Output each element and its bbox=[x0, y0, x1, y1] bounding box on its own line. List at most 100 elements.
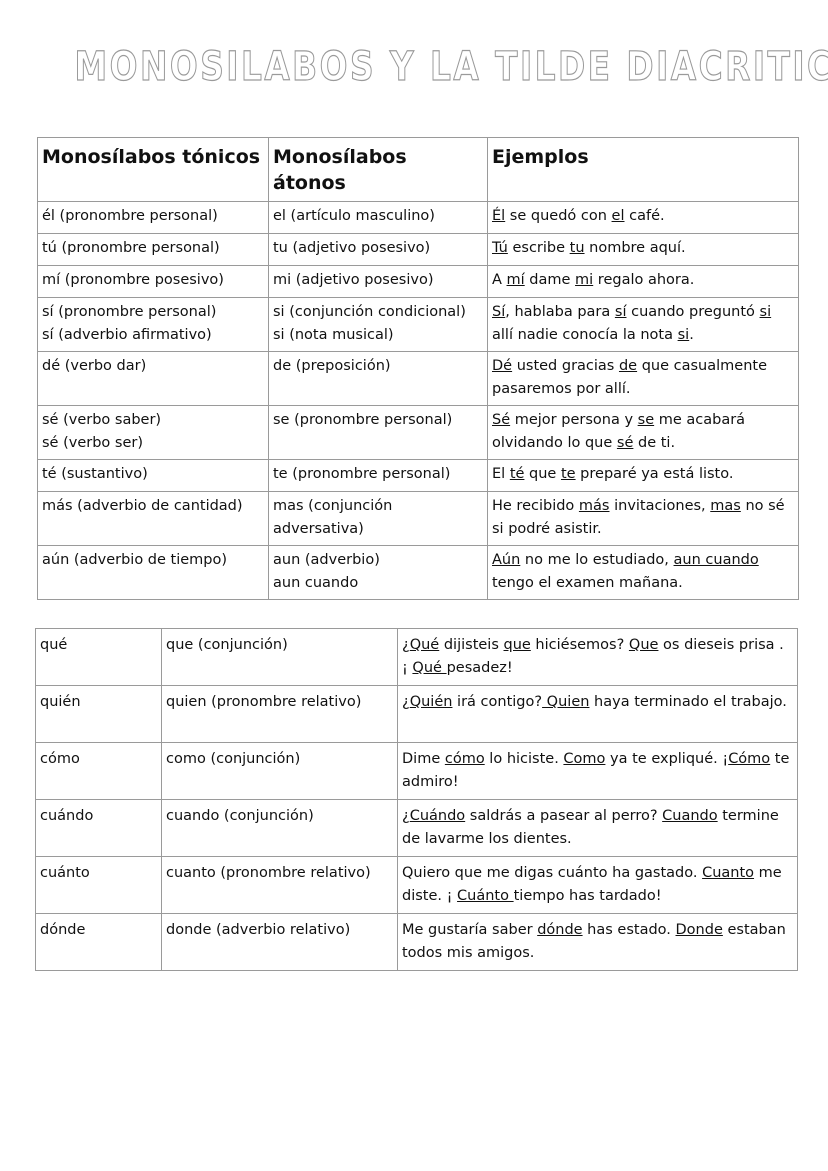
underlined-word: cómo bbox=[444, 751, 485, 767]
example-text: cuando preguntó bbox=[626, 304, 760, 320]
example-text: que bbox=[524, 466, 561, 482]
cell-atono: como (conjunción) bbox=[161, 742, 398, 800]
header-atonos: Monosílabos átonos bbox=[268, 137, 488, 202]
cell-atono: el (artículo masculino) bbox=[268, 201, 488, 234]
underlined-word: Cuánto bbox=[457, 888, 514, 904]
cell-line: aun (adverbio) bbox=[273, 552, 380, 568]
cell-tonico: más (adverbio de cantidad) bbox=[37, 491, 269, 546]
table-row: dónde donde (adverbio relativo) Me gustarí… bbox=[35, 913, 798, 971]
cell-line: quien (pronombre relativo) bbox=[166, 694, 362, 710]
example-text: dame bbox=[524, 272, 576, 288]
table-row: aún (adverbio de tiempo) aun (adverbio) au… bbox=[37, 545, 799, 600]
cell-atono: que (conjunción) bbox=[161, 628, 398, 686]
cell-tonico: aún (adverbio de tiempo) bbox=[37, 545, 269, 600]
underlined-word: si bbox=[677, 327, 690, 343]
underlined-word: Como bbox=[563, 751, 606, 767]
cell-line: mas (conjunción adversativa) bbox=[273, 498, 393, 537]
example-text: se quedó con bbox=[505, 208, 612, 224]
table-row: tú (pronombre personal) tu (adjetivo pose… bbox=[37, 233, 799, 266]
example-text: regalo ahora. bbox=[593, 272, 695, 288]
cell-atono: cuando (conjunción) bbox=[161, 799, 398, 857]
cell-atono: donde (adverbio relativo) bbox=[161, 913, 398, 971]
cell-line: como (conjunción) bbox=[166, 751, 301, 767]
cell-ejemplo: Él se quedó con el café. bbox=[487, 201, 799, 234]
underlined-word: Cuándo bbox=[409, 808, 466, 824]
cell-tonico: cuánto bbox=[35, 856, 162, 914]
cell-ejemplo: Sé mejor persona y se me acabará olvidan… bbox=[487, 405, 799, 460]
cell-ejemplo: ¿Qué dijisteis que hiciésemos? Que os di… bbox=[397, 628, 798, 686]
cell-atono: mas (conjunción adversativa) bbox=[268, 491, 488, 546]
underlined-word: aun cuando bbox=[673, 552, 759, 568]
example-text: has estado. bbox=[582, 922, 676, 938]
underlined-word: Cuando bbox=[662, 808, 718, 824]
cell-tonico: cómo bbox=[35, 742, 162, 800]
underlined-word: Aún bbox=[492, 552, 521, 568]
table-row: sí (pronombre personal) sí (adverbio afir… bbox=[37, 297, 799, 352]
cell-line: se (pronombre personal) bbox=[273, 412, 453, 428]
cell-line: si (conjunción condicional) bbox=[273, 304, 466, 320]
example-text: que casualmente pasaremos por allí. bbox=[492, 358, 777, 397]
cell-line: te (pronombre personal) bbox=[273, 466, 451, 482]
cell-line: que (conjunción) bbox=[166, 637, 288, 653]
table-row: quién quien (pronombre relativo) ¿Quién ir… bbox=[35, 685, 798, 743]
cell-tonico: dónde bbox=[35, 913, 162, 971]
cell-ejemplo: ¿Cuándo saldrás a pasear al perro? Cuand… bbox=[397, 799, 798, 857]
page-title: MONOSILABOS Y LA TILDE DIACRITICA bbox=[74, 43, 828, 90]
cell-line: mí (pronombre posesivo) bbox=[42, 272, 224, 288]
table-row: sé (verbo saber) sé (verbo ser) se (pronom… bbox=[37, 405, 799, 460]
underlined-word: mi bbox=[575, 272, 594, 288]
example-text: allí nadie conocía la nota bbox=[492, 304, 776, 343]
cell-line: cuánto bbox=[40, 865, 90, 881]
cell-line: donde (adverbio relativo) bbox=[166, 922, 351, 938]
example-text: usted gracias bbox=[512, 358, 619, 374]
example-text: mejor persona y bbox=[510, 412, 638, 428]
underlined-word: mas bbox=[710, 498, 741, 514]
example-text: El bbox=[492, 466, 510, 482]
example-text: preparé ya está listo. bbox=[575, 466, 734, 482]
cell-line: aun cuando bbox=[273, 575, 359, 591]
example-text: no me lo estudiado, bbox=[520, 552, 674, 568]
cell-ejemplo: ¿Quién irá contigo? Quien haya terminado… bbox=[397, 685, 798, 743]
cell-ejemplo: Dime cómo lo hiciste. Como ya te expliqu… bbox=[397, 742, 798, 800]
table-row: dé (verbo dar) de (preposición) Dé usted g… bbox=[37, 351, 799, 406]
table-header-row: Monosílabos tónicos Monosílabos átonos E… bbox=[37, 137, 799, 202]
underlined-word: Quién bbox=[409, 694, 453, 710]
cell-line: cómo bbox=[40, 751, 80, 767]
cell-line: dónde bbox=[40, 922, 86, 938]
table-row: cómo como (conjunción) Dime cómo lo hicist… bbox=[35, 742, 798, 800]
cell-line: cuándo bbox=[40, 808, 94, 824]
cell-atono: tu (adjetivo posesivo) bbox=[268, 233, 488, 266]
example-text: ya te expliqué. ¡ bbox=[605, 751, 729, 767]
underlined-word: Cómo bbox=[728, 751, 771, 767]
cell-line: sé (verbo ser) bbox=[42, 435, 143, 451]
example-text: termine de lavarme los dientes. bbox=[402, 808, 784, 847]
example-text: Quiero que me digas cuánto ha gastado. bbox=[402, 865, 703, 881]
cell-atono: se (pronombre personal) bbox=[268, 405, 488, 460]
cell-line: qué bbox=[40, 637, 68, 653]
cell-line: tu (adjetivo posesivo) bbox=[273, 240, 431, 256]
table-row: él (pronombre personal) el (artículo masc… bbox=[37, 201, 799, 234]
cell-line: el (artículo masculino) bbox=[273, 208, 435, 224]
cell-tonico: sé (verbo saber) sé (verbo ser) bbox=[37, 405, 269, 460]
example-text: haya terminado el trabajo. bbox=[589, 694, 787, 710]
header-tonicos: Monosílabos tónicos bbox=[37, 137, 269, 202]
interrogativos-table: qué que (conjunción) ¿Qué dijisteis que hi… bbox=[35, 628, 798, 971]
underlined-word: si bbox=[759, 304, 772, 320]
cell-line: dé (verbo dar) bbox=[42, 358, 147, 374]
example-text: te admiro! bbox=[402, 751, 795, 790]
cell-line: más (adverbio de cantidad) bbox=[42, 498, 243, 514]
underlined-word: sí bbox=[614, 304, 627, 320]
example-text: nombre aquí. bbox=[584, 240, 686, 256]
cell-ejemplo: Aún no me lo estudiado, aun cuando tengo… bbox=[487, 545, 799, 600]
table-row: té (sustantivo) te (pronombre personal) El… bbox=[37, 459, 799, 492]
underlined-word: mí bbox=[506, 272, 525, 288]
example-text: irá contigo? bbox=[452, 694, 543, 710]
cell-line: cuanto (pronombre relativo) bbox=[166, 865, 371, 881]
example-text: no sé si podré asistir. bbox=[492, 498, 790, 537]
cell-atono: te (pronombre personal) bbox=[268, 459, 488, 492]
cell-tonico: quién bbox=[35, 685, 162, 743]
example-text: tengo el examen mañana. bbox=[492, 552, 764, 591]
example-text: escribe bbox=[507, 240, 570, 256]
example-text: ¿ bbox=[402, 694, 410, 710]
cell-atono: mi (adjetivo posesivo) bbox=[268, 265, 488, 298]
